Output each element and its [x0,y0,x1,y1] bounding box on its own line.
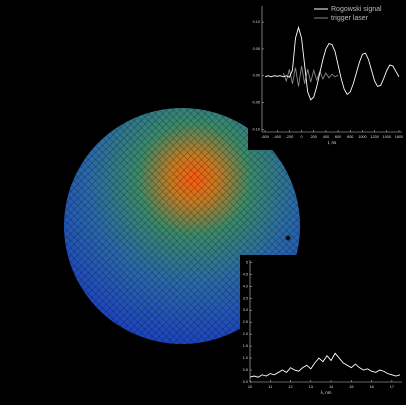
x-tick-label: 12 [288,385,292,389]
x-tick-label: 400 [323,135,329,139]
y-tick-label: 4.5 [243,272,248,276]
spot [286,236,291,241]
x-tick-label: 200 [311,135,317,139]
x-tick-label: 600 [335,135,341,139]
y-tick-label: -0.05 [251,101,260,105]
x-tick-label: 14 [329,385,333,389]
x-axis-title: t, ns [328,140,337,145]
x-tick-label: 17 [390,385,394,389]
legend-label: trigger laser [331,15,369,22]
x-tick-label: 11 [268,385,272,389]
y-tick-label: 0.05 [253,47,260,51]
x-tick-label: 1000 [358,135,366,139]
y-tick-label: 1.0 [243,356,248,360]
x-tick-label: 0 [301,135,303,139]
x-tick-label: -400 [273,135,281,139]
y-tick-label: -0.10 [251,127,260,131]
y-tick-label: 0.5 [243,368,248,372]
y-tick-label: 3.0 [243,308,248,312]
x-tick-label: 800 [347,135,353,139]
x-tick-label: 13 [309,385,313,389]
x-tick-label: -200 [286,135,294,139]
x-tick-label: 15 [349,385,353,389]
y-tick-label: 0.00 [253,74,260,78]
x-tick-label: 1400 [383,135,391,139]
x-tick-label: 16 [369,385,373,389]
y-tick-label: 2.0 [243,332,248,336]
y-tick-label: 5 [246,260,248,264]
y-tick-label: 0.10 [253,20,260,24]
y-tick-label: 3.5 [243,296,248,300]
page: {"chart_data":[ {"type":"line","xlabel":… [0,0,406,405]
x-tick-label: 1200 [370,135,378,139]
y-tick-label: 2.5 [243,320,248,324]
y-tick-label: 0.0 [243,380,248,384]
y-tick-label: 1.5 [243,344,248,348]
legend-label: Rogowski signal [331,6,382,13]
x-axis-title: λ, nm [320,390,331,395]
x-tick-label: 1600 [395,135,403,139]
x-tick-label: 10 [248,385,252,389]
inset-bottom [240,255,406,405]
figure: 0.100.050.00-0.05-0.10-600-400-200020040… [0,0,406,405]
x-tick-label: -600 [261,135,269,139]
y-tick-label: 4.0 [243,284,248,288]
